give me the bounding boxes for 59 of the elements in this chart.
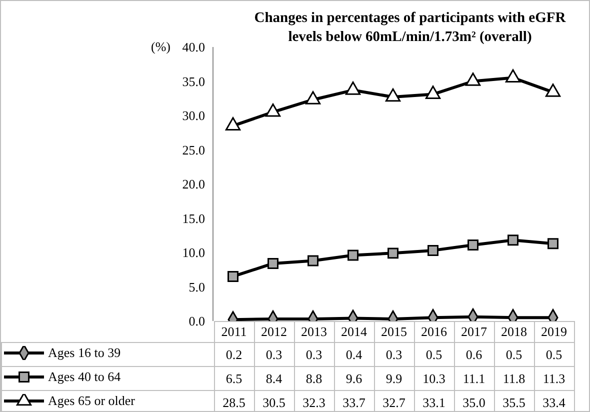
x-tick-label: 2013: [294, 322, 334, 342]
y-tick-label: 5.0: [188, 279, 205, 294]
chart-title: Changes in percentages of participants with eGFR levels below 60mL/min/1.73m² (overall): [253, 9, 567, 47]
y-tick-label: 20.0: [182, 176, 205, 192]
y-axis-title: (%): [151, 39, 170, 55]
data-label: 0.3: [374, 342, 414, 366]
data-label: 32.7: [374, 390, 414, 412]
x-tick-label: 2019: [534, 322, 574, 342]
x-tick-label: 2014: [334, 322, 374, 342]
point: [505, 69, 521, 82]
data-label: 0.3: [254, 342, 294, 366]
data-label: 33.4: [534, 390, 574, 412]
data-label: 0.3: [294, 342, 334, 366]
point: [465, 72, 481, 86]
data-label: 0.5: [494, 342, 534, 366]
data-label: 9.6: [334, 366, 374, 390]
data-label: 6.5: [214, 366, 254, 390]
x-tick-label: 2017: [454, 322, 494, 342]
point: [425, 86, 441, 99]
legend-label: Ages 65 or older: [48, 392, 136, 410]
data-label: 10.3: [414, 366, 454, 390]
x-tick-label: 2015: [374, 322, 414, 342]
point: [545, 84, 561, 97]
legend-label: Ages 16 to 39: [48, 344, 121, 362]
data-label: 8.4: [254, 366, 294, 390]
data-label: 33.1: [414, 390, 454, 412]
data-label: 30.5: [254, 390, 294, 412]
legend-label: Ages 40 to 64: [48, 368, 121, 386]
data-label: 0.5: [414, 342, 454, 366]
data-label: 0.6: [454, 342, 494, 366]
point: [265, 103, 281, 117]
data-label: 33.7: [334, 390, 374, 412]
data-label: 11.1: [454, 366, 494, 390]
data-label: 35.0: [454, 390, 494, 412]
data-label: 0.5: [534, 342, 574, 366]
x-tick-label: 2012: [254, 322, 294, 342]
y-tick-label: 10.0: [182, 245, 205, 260]
point: [345, 82, 361, 95]
data-label: 35.5: [494, 390, 534, 412]
x-tick-label: 2011: [214, 322, 254, 342]
data-label: 0.2: [214, 342, 254, 366]
y-tick-label: 35.0: [182, 74, 205, 89]
point: [305, 91, 321, 104]
y-tick-label: 0.0: [188, 314, 205, 329]
data-label: 9.9: [374, 366, 414, 390]
data-label: 11.3: [534, 366, 574, 390]
data-label: 11.8: [494, 366, 534, 390]
data-label: 8.8: [294, 366, 334, 390]
data-label: 0.4: [334, 342, 374, 366]
y-tick-label: 30.0: [182, 108, 205, 124]
data-label: 28.5: [214, 390, 254, 412]
y-tick-label: 15.0: [182, 210, 205, 226]
x-tick-label: 2016: [414, 322, 454, 342]
y-tick-label: 25.0: [182, 142, 205, 158]
point: [225, 117, 241, 130]
point: [385, 88, 401, 102]
y-tick-label: 40.0: [182, 40, 205, 55]
x-tick-label: 2018: [494, 322, 534, 342]
data-label: 32.3: [294, 390, 334, 412]
